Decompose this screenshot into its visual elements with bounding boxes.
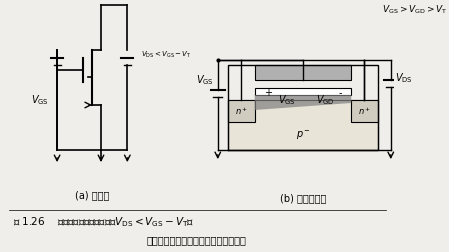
Text: $V_{\mathrm{GS}}$: $V_{\mathrm{GS}}$ <box>278 93 296 107</box>
Text: n$^+$: n$^+$ <box>358 105 371 117</box>
Text: (a) 符号图: (a) 符号图 <box>75 190 110 200</box>
Bar <box>229 100 255 122</box>
Polygon shape <box>255 95 351 110</box>
Bar <box>255 88 351 95</box>
Text: $V_{\mathrm{DS}}<V_{\mathrm{GS}}-V_{\mathrm{T}}$: $V_{\mathrm{DS}}<V_{\mathrm{GS}}-V_{\mat… <box>141 50 191 60</box>
Text: $V_{\mathrm{GS}}>V_{\mathrm{GD}}>V_{\mathrm{T}}$: $V_{\mathrm{GS}}>V_{\mathrm{GD}}>V_{\mat… <box>382 4 448 16</box>
Text: $V_{\mathrm{DS}}$: $V_{\mathrm{DS}}$ <box>395 71 413 85</box>
Text: $V_{\mathrm{GD}}$: $V_{\mathrm{GD}}$ <box>316 93 334 107</box>
Text: （漏区附近的沟道厚度比源区附近薄）: （漏区附近的沟道厚度比源区附近薄） <box>147 235 247 245</box>
Text: $V_{\mathrm{GS}}$: $V_{\mathrm{GS}}$ <box>196 73 213 87</box>
Text: 图 1.26    非饱和区中沟道的厚度（$V_{\mathrm{DS}}<V_{\mathrm{GS}}-V_{\mathrm{T}}$）: 图 1.26 非饱和区中沟道的厚度（$V_{\mathrm{DS}}<V_{\m… <box>13 215 194 229</box>
Text: (b) 剪面示意图: (b) 剪面示意图 <box>280 193 326 203</box>
Text: $V_{\mathrm{GS}}$: $V_{\mathrm{GS}}$ <box>31 93 48 107</box>
Text: p$^-$: p$^-$ <box>295 129 310 142</box>
Bar <box>351 100 378 122</box>
Text: n$^+$: n$^+$ <box>235 105 248 117</box>
Bar <box>229 100 378 150</box>
Bar <box>229 65 378 150</box>
Text: -: - <box>339 88 343 98</box>
Text: +: + <box>264 88 272 98</box>
Bar <box>255 65 351 80</box>
